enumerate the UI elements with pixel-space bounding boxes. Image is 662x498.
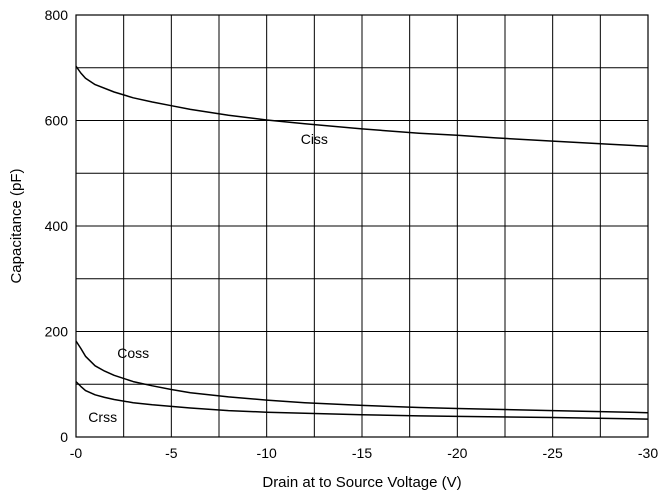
x-tick-label: -25 [543,445,563,461]
series-label-crss: Crss [88,409,117,425]
x-tick-label: -0 [70,445,83,461]
y-tick-label: 800 [45,7,69,23]
series-label-ciss: Ciss [301,131,328,147]
grid [76,15,648,437]
y-tick-label: 0 [60,429,68,445]
y-axis-title: Capacitance (pF) [8,168,25,283]
plot-frame [75,14,649,438]
y-tick-label: 600 [45,113,69,129]
x-tick-label: -20 [447,445,467,461]
series-line-crss [75,381,649,420]
series-curves [75,65,649,420]
y-tick-label: 200 [45,324,69,340]
x-tick-label: -5 [165,445,178,461]
x-axis-title: Drain at to Source Voltage (V) [262,474,461,491]
series-labels: Ciss Coss Crss [88,131,328,425]
tick-labels: -0 -5 -10 -15 -20 -25 -30 0 200 400 600 800 [45,7,659,461]
y-tick-label: 400 [45,218,69,234]
series-line-ciss [75,65,649,148]
x-tick-label: -10 [257,445,277,461]
series-label-coss: Coss [117,345,149,361]
x-tick-label: -30 [638,445,658,461]
series-line-coss [75,340,649,414]
x-tick-label: -15 [352,445,372,461]
